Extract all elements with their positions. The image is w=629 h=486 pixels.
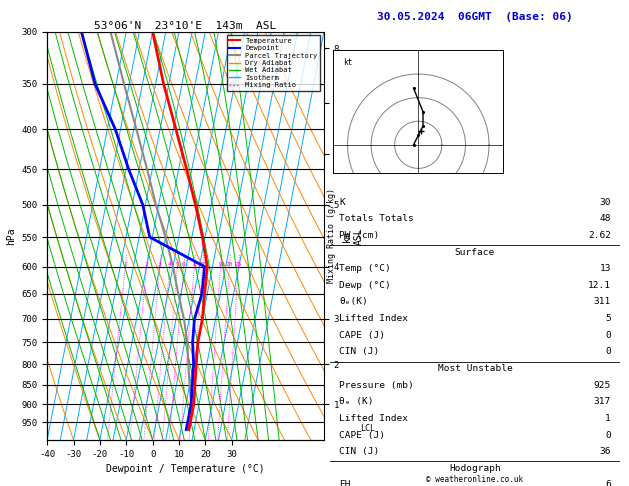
Text: Mixing Ratio (g/kg): Mixing Ratio (g/kg): [327, 188, 336, 283]
Legend: Temperature, Dewpoint, Parcel Trajectory, Dry Adiabat, Wet Adiabat, Isotherm, Mi: Temperature, Dewpoint, Parcel Trajectory…: [226, 35, 320, 91]
Text: LCL: LCL: [360, 424, 375, 434]
Text: 16: 16: [217, 261, 225, 267]
Text: Lifted Index: Lifted Index: [339, 314, 408, 323]
Text: 2: 2: [145, 261, 148, 267]
Text: 3: 3: [158, 261, 162, 267]
Text: Pressure (mb): Pressure (mb): [339, 381, 414, 390]
Text: CAPE (J): CAPE (J): [339, 331, 385, 340]
X-axis label: Dewpoint / Temperature (°C): Dewpoint / Temperature (°C): [106, 464, 265, 474]
Text: Totals Totals: Totals Totals: [339, 214, 414, 224]
Text: 1: 1: [123, 261, 127, 267]
Text: 0: 0: [605, 431, 611, 439]
Text: Surface: Surface: [455, 247, 495, 257]
Text: 4: 4: [168, 261, 172, 267]
Text: 2.62: 2.62: [588, 231, 611, 240]
Text: 1: 1: [605, 414, 611, 423]
Text: Temp (°C): Temp (°C): [339, 264, 391, 273]
Text: θₑ(K): θₑ(K): [339, 297, 368, 307]
Text: θₑ (K): θₑ (K): [339, 397, 374, 406]
Text: 925: 925: [594, 381, 611, 390]
Text: CIN (J): CIN (J): [339, 447, 379, 456]
Text: 311: 311: [594, 297, 611, 307]
Y-axis label: hPa: hPa: [6, 227, 16, 244]
Text: PW (cm): PW (cm): [339, 231, 379, 240]
Text: 10: 10: [199, 261, 206, 267]
Text: Most Unstable: Most Unstable: [438, 364, 512, 373]
Text: 36: 36: [599, 447, 611, 456]
Text: 5: 5: [175, 261, 179, 267]
Text: 30.05.2024  06GMT  (Base: 06): 30.05.2024 06GMT (Base: 06): [377, 12, 573, 22]
Y-axis label: km
ASL: km ASL: [342, 227, 364, 244]
Text: 8: 8: [192, 261, 196, 267]
Title: 53°06'N  23°10'E  143m  ASL: 53°06'N 23°10'E 143m ASL: [94, 21, 277, 31]
Text: EH: EH: [339, 481, 350, 486]
Text: 6: 6: [182, 261, 186, 267]
Text: 20: 20: [226, 261, 233, 267]
Text: © weatheronline.co.uk: © weatheronline.co.uk: [426, 474, 523, 484]
Text: CIN (J): CIN (J): [339, 347, 379, 356]
Text: 317: 317: [594, 397, 611, 406]
Text: 0: 0: [605, 347, 611, 356]
Text: kt: kt: [343, 58, 352, 67]
Text: CAPE (J): CAPE (J): [339, 431, 385, 439]
Text: Dewp (°C): Dewp (°C): [339, 281, 391, 290]
Text: K: K: [339, 198, 345, 207]
Text: Lifted Index: Lifted Index: [339, 414, 408, 423]
Text: 48: 48: [599, 214, 611, 224]
Text: 25: 25: [235, 261, 242, 267]
Text: 6: 6: [605, 481, 611, 486]
Text: 13: 13: [599, 264, 611, 273]
Text: 12.1: 12.1: [588, 281, 611, 290]
Text: 30: 30: [599, 198, 611, 207]
Text: 5: 5: [605, 314, 611, 323]
Text: 0: 0: [605, 331, 611, 340]
Text: Hodograph: Hodograph: [449, 464, 501, 473]
